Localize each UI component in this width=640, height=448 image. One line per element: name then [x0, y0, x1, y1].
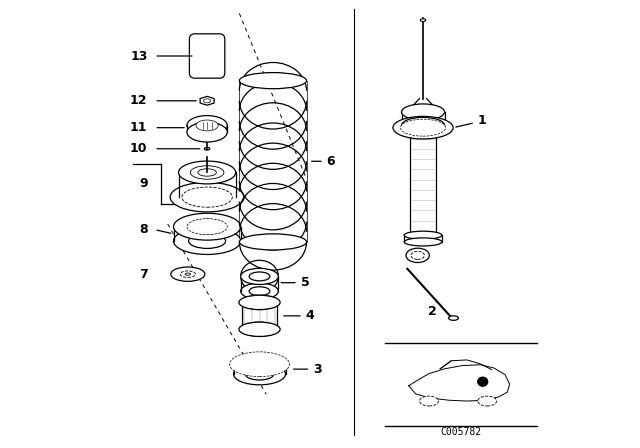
Text: 3: 3 [294, 362, 322, 376]
Ellipse shape [245, 358, 274, 370]
Ellipse shape [420, 396, 438, 406]
Ellipse shape [179, 161, 236, 184]
Ellipse shape [180, 271, 195, 277]
Ellipse shape [190, 166, 224, 179]
Text: 8: 8 [139, 223, 148, 236]
Ellipse shape [204, 99, 211, 103]
Ellipse shape [245, 368, 274, 380]
Ellipse shape [234, 353, 285, 375]
Text: 6: 6 [312, 155, 335, 168]
Ellipse shape [241, 295, 278, 310]
Ellipse shape [187, 116, 227, 135]
Ellipse shape [241, 283, 278, 299]
Ellipse shape [196, 120, 218, 131]
Ellipse shape [401, 117, 445, 134]
Ellipse shape [198, 169, 216, 176]
FancyBboxPatch shape [189, 34, 225, 78]
Ellipse shape [171, 267, 205, 281]
Ellipse shape [239, 322, 280, 336]
Polygon shape [200, 96, 214, 105]
Ellipse shape [230, 352, 289, 377]
Ellipse shape [185, 273, 191, 275]
Text: 11: 11 [130, 121, 148, 134]
Text: 2: 2 [428, 305, 436, 318]
Ellipse shape [204, 147, 210, 150]
Ellipse shape [249, 287, 270, 296]
Ellipse shape [170, 182, 244, 212]
Ellipse shape [404, 231, 442, 239]
Ellipse shape [404, 238, 442, 246]
Text: 1: 1 [456, 114, 486, 128]
Ellipse shape [241, 322, 278, 336]
Ellipse shape [234, 363, 285, 385]
Ellipse shape [401, 104, 445, 120]
Ellipse shape [401, 119, 445, 136]
Ellipse shape [187, 122, 227, 142]
Text: C005782: C005782 [440, 427, 482, 437]
Ellipse shape [478, 396, 497, 406]
Ellipse shape [393, 116, 453, 139]
Ellipse shape [449, 316, 458, 320]
Ellipse shape [239, 234, 307, 250]
Ellipse shape [173, 228, 241, 254]
Ellipse shape [406, 248, 429, 263]
Text: 9: 9 [139, 177, 148, 190]
Ellipse shape [241, 268, 278, 284]
Text: 10: 10 [130, 142, 148, 155]
Ellipse shape [241, 260, 278, 293]
Ellipse shape [478, 377, 488, 386]
Ellipse shape [173, 213, 241, 240]
Text: 7: 7 [139, 267, 148, 281]
Ellipse shape [189, 234, 225, 248]
Ellipse shape [249, 272, 270, 281]
Text: 12: 12 [130, 94, 148, 108]
Ellipse shape [411, 251, 424, 259]
Text: 4: 4 [284, 309, 314, 323]
Ellipse shape [420, 19, 426, 22]
Text: 13: 13 [130, 49, 148, 63]
Ellipse shape [189, 220, 225, 234]
Ellipse shape [239, 73, 307, 89]
Text: 5: 5 [281, 276, 310, 289]
Ellipse shape [187, 219, 227, 235]
Ellipse shape [239, 295, 280, 310]
Ellipse shape [182, 187, 232, 207]
